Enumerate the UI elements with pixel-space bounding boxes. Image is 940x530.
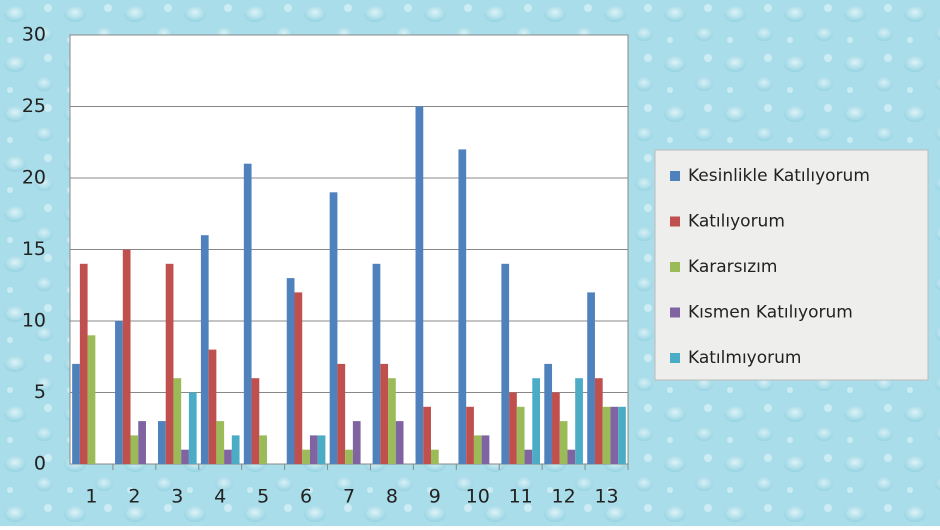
bar xyxy=(123,250,131,465)
bar xyxy=(552,393,560,465)
bar xyxy=(294,292,302,464)
y-tick-label: 25 xyxy=(22,95,46,117)
legend-label: Katılıyorum xyxy=(688,212,785,232)
y-tick-label: 20 xyxy=(22,167,46,189)
bar xyxy=(532,378,540,464)
bar xyxy=(216,421,224,464)
bar xyxy=(224,450,232,464)
bar xyxy=(603,407,611,464)
bar xyxy=(244,164,252,464)
bar xyxy=(575,378,583,464)
bar xyxy=(416,107,424,465)
bar xyxy=(310,435,318,464)
bar xyxy=(181,450,189,464)
x-tick-label: 7 xyxy=(343,486,355,508)
bar xyxy=(318,435,326,464)
bar xyxy=(396,421,404,464)
bar xyxy=(189,393,197,465)
legend-swatch xyxy=(670,217,680,227)
legend-label: Kararsızım xyxy=(688,257,777,277)
y-tick-label: 5 xyxy=(34,381,46,403)
x-tick-label: 4 xyxy=(214,486,226,508)
x-tick-label: 12 xyxy=(552,486,576,508)
bar xyxy=(166,264,174,464)
bar xyxy=(474,435,482,464)
bar xyxy=(373,264,381,464)
y-tick-label: 10 xyxy=(22,310,46,332)
bar xyxy=(610,407,618,464)
bar xyxy=(259,435,267,464)
x-tick-label: 10 xyxy=(466,486,490,508)
bar xyxy=(595,378,603,464)
bar xyxy=(115,321,123,464)
chart: 05101520253012345678910111213Kesinlikle … xyxy=(0,0,940,526)
bar xyxy=(345,450,353,464)
bar xyxy=(509,393,517,465)
bar xyxy=(252,378,260,464)
x-tick-label: 1 xyxy=(85,486,97,508)
x-tick-label: 6 xyxy=(300,486,312,508)
bar xyxy=(173,378,181,464)
y-tick-label: 0 xyxy=(34,453,46,475)
x-tick-label: 2 xyxy=(128,486,140,508)
y-tick-label: 30 xyxy=(22,24,46,46)
bar xyxy=(458,149,466,464)
legend-swatch xyxy=(670,171,680,181)
bar xyxy=(587,292,595,464)
bar xyxy=(232,435,240,464)
bar xyxy=(560,421,568,464)
bar xyxy=(330,192,338,464)
bar xyxy=(88,335,96,464)
bar xyxy=(302,450,310,464)
bar xyxy=(353,421,361,464)
bar xyxy=(431,450,439,464)
bar xyxy=(80,264,88,464)
bar xyxy=(138,421,146,464)
bar xyxy=(209,350,217,464)
bar xyxy=(501,264,509,464)
legend-swatch xyxy=(670,353,680,363)
bar xyxy=(618,407,626,464)
bar xyxy=(525,450,533,464)
bar xyxy=(423,407,431,464)
bar xyxy=(287,278,295,464)
x-tick-label: 13 xyxy=(594,486,618,508)
legend-label: Kısmen Katılıyorum xyxy=(688,303,853,323)
x-tick-label: 11 xyxy=(509,486,533,508)
legend-label: Katılmıyorum xyxy=(688,348,801,368)
bar xyxy=(72,364,80,464)
bar xyxy=(337,364,345,464)
bar xyxy=(544,364,552,464)
bar xyxy=(380,364,388,464)
x-tick-label: 9 xyxy=(429,486,441,508)
y-tick-label: 15 xyxy=(22,238,46,260)
x-tick-label: 8 xyxy=(386,486,398,508)
bar xyxy=(567,450,575,464)
x-tick-label: 3 xyxy=(171,486,183,508)
bar xyxy=(158,421,166,464)
bar xyxy=(201,235,209,464)
legend-label: Kesinlikle Katılıyorum xyxy=(688,166,870,186)
bar xyxy=(466,407,474,464)
x-tick-label: 5 xyxy=(257,486,269,508)
bar xyxy=(131,435,139,464)
legend-swatch xyxy=(670,308,680,318)
bar xyxy=(482,435,490,464)
bar xyxy=(388,378,396,464)
legend-swatch xyxy=(670,262,680,272)
bar xyxy=(517,407,525,464)
